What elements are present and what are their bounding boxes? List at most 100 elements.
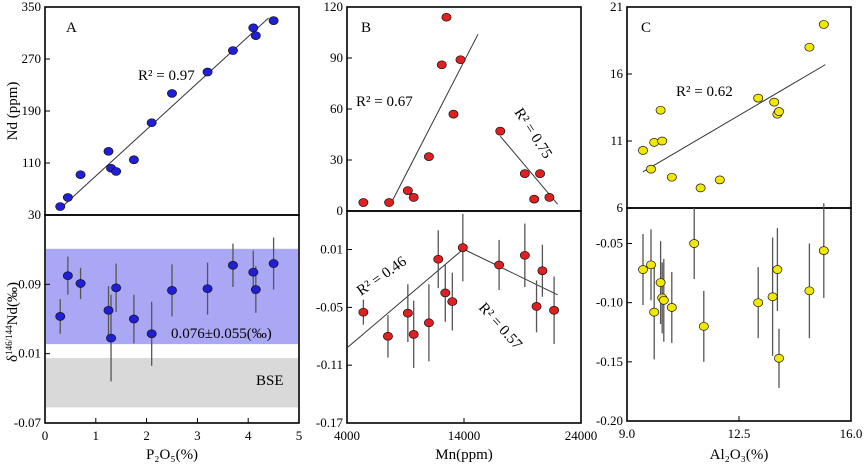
a-top-data-point: [146, 118, 157, 128]
a-top-data-point: [128, 155, 139, 165]
panel-b-bottom-frame: [346, 210, 582, 424]
c-top-y-tick-label: 21: [610, 0, 623, 14]
a-top-data-point: [268, 16, 279, 25]
a-bottom-data-point: [268, 259, 279, 268]
a-top-data-point: [103, 146, 114, 156]
a-bottom-data-point: [167, 286, 177, 295]
c-top-data-point: [774, 107, 784, 116]
c-bottom-data-point: [698, 321, 709, 331]
y-axis-label-superscript: 146/144: [4, 325, 14, 355]
b-top-data-point: [535, 169, 546, 178]
b-top-data-point: [436, 60, 447, 70]
c-bottom-y-tick-label: -0.20: [596, 413, 623, 428]
a-top-data-point: [248, 23, 259, 33]
b-bottom-data-point: [402, 308, 413, 318]
a-top-y-tick-label: 350: [22, 0, 42, 14]
b-bottom-data-point: [440, 288, 451, 298]
c-top-data-point: [646, 164, 656, 174]
a-bottom-data-point: [103, 305, 114, 315]
r2-label-b-top-right: R² = 0.75: [511, 105, 555, 161]
a-bottom-data-point: [228, 260, 238, 270]
b-top-data-point: [455, 55, 466, 65]
r2-label-a: R² = 0.97: [138, 68, 195, 84]
c-bottom-y-tick-label: -0.15: [596, 354, 623, 369]
a-bottom-data-point: [106, 333, 116, 343]
b-top-y-tick-label: 120: [324, 0, 344, 14]
r2-label-b-bottom-right: R² = 0.57: [475, 300, 525, 353]
c-top-data-point: [769, 97, 780, 107]
b-bottom-data-point: [423, 318, 434, 328]
b-bottom-x-tick-label: 14000: [448, 428, 481, 443]
tick-layer: 30 110 190 270 350 -0.07 0.01 0.09 0 1 2 3 4 5 0 30 60 90…: [14, 0, 862, 443]
c-top-fit-line-0: [642, 64, 826, 173]
c-top-data-point: [649, 137, 660, 147]
b-bottom-fit-line-0: [346, 249, 464, 349]
a-bottom-data-point: [202, 284, 213, 294]
b-bottom-data-point: [519, 250, 530, 260]
bse-band: [46, 358, 298, 408]
b-bottom-data-point: [531, 302, 542, 311]
c-bottom-data-point: [658, 295, 669, 305]
b-bottom-data-point: [408, 329, 419, 339]
a-top-data-point: [202, 67, 213, 77]
c-top-data-point: [657, 136, 668, 146]
b-top-data-point: [408, 193, 419, 202]
c-top-data-point: [695, 183, 706, 193]
a-bottom-data-point: [248, 267, 259, 277]
a-top-y-tick-label: 270: [22, 51, 42, 66]
b-bottom-data-point: [447, 297, 458, 306]
c-bottom-data-point: [772, 265, 783, 274]
y-axis-label-nd: Nd(‰): [5, 282, 21, 325]
y-axis-label-a-bottom: δ146/144Nd(‰): [4, 282, 21, 362]
c-bottom-data-point: [649, 307, 660, 317]
panel-a-top-frame: [44, 6, 300, 216]
c-bottom-data-point: [767, 292, 778, 302]
a-bottom-x-tick-label: 1: [93, 428, 100, 443]
a-bottom-data-point: [55, 312, 66, 321]
a-top-y-tick-label: 190: [22, 103, 42, 118]
r2-label-c: R² = 0.62: [676, 84, 733, 100]
b-bottom-data-point: [549, 305, 560, 315]
b-top-data-point: [544, 193, 555, 202]
band-gap: [46, 355, 298, 358]
c-bottom-data-point: [818, 246, 829, 255]
b-bottom-y-tick-label: 0.01: [320, 242, 343, 257]
c-bottom-data-point: [655, 278, 666, 287]
c-top-y-tick-label: 11: [610, 133, 623, 148]
panel-label-c: C: [641, 20, 651, 36]
a-bottom-data-point: [128, 314, 139, 324]
a-top-y-tick-label: 30: [28, 207, 41, 222]
c-bottom-data-point: [638, 265, 648, 274]
c-bottom-y-tick-label: -0.05: [596, 236, 623, 251]
r2-label-b-top-left: R² = 0.67: [356, 94, 413, 110]
b-bottom-data-point: [383, 331, 393, 341]
band-label: 0.076±0.055(‰): [171, 326, 272, 342]
c-bottom-x-tick-label: 9.0: [619, 426, 635, 441]
b-top-data-point: [495, 126, 506, 136]
a-bottom-data-point: [250, 285, 261, 294]
a-bottom-data-point: [62, 271, 73, 281]
b-top-y-tick-label: 60: [330, 101, 343, 116]
b-bottom-data-point: [358, 307, 369, 317]
a-top-data-point: [75, 170, 86, 180]
a-bottom-y-tick-label: -0.07: [14, 415, 42, 430]
c-bottom-data-point: [774, 353, 784, 363]
panel-a-bottom-frame: [44, 214, 300, 424]
b-top-fit-line-1: [499, 135, 558, 205]
c-bottom-data-point: [804, 286, 815, 296]
b-top-y-tick-label: 0: [337, 203, 344, 218]
a-bottom-data-point: [111, 283, 122, 293]
a-top-y-tick-label: 110: [22, 155, 41, 170]
c-bottom-data-point: [666, 303, 677, 312]
b-bottom-x-tick-label: 4000: [334, 428, 360, 443]
b-bottom-x-tick-label: 24000: [565, 428, 598, 443]
y-axis-label-delta: δ: [5, 355, 21, 362]
c-top-y-tick-label: 16: [610, 66, 624, 81]
b-top-y-tick-label: 90: [330, 50, 343, 65]
b-bottom-data-point: [494, 260, 505, 270]
b-top-data-point: [423, 152, 434, 161]
b-bottom-data-point: [457, 243, 468, 252]
a-top-data-point: [250, 31, 261, 40]
y-axis-label-a-top: Nd (ppm): [5, 82, 21, 141]
a-bottom-y-tick-label: 0.01: [18, 346, 41, 361]
